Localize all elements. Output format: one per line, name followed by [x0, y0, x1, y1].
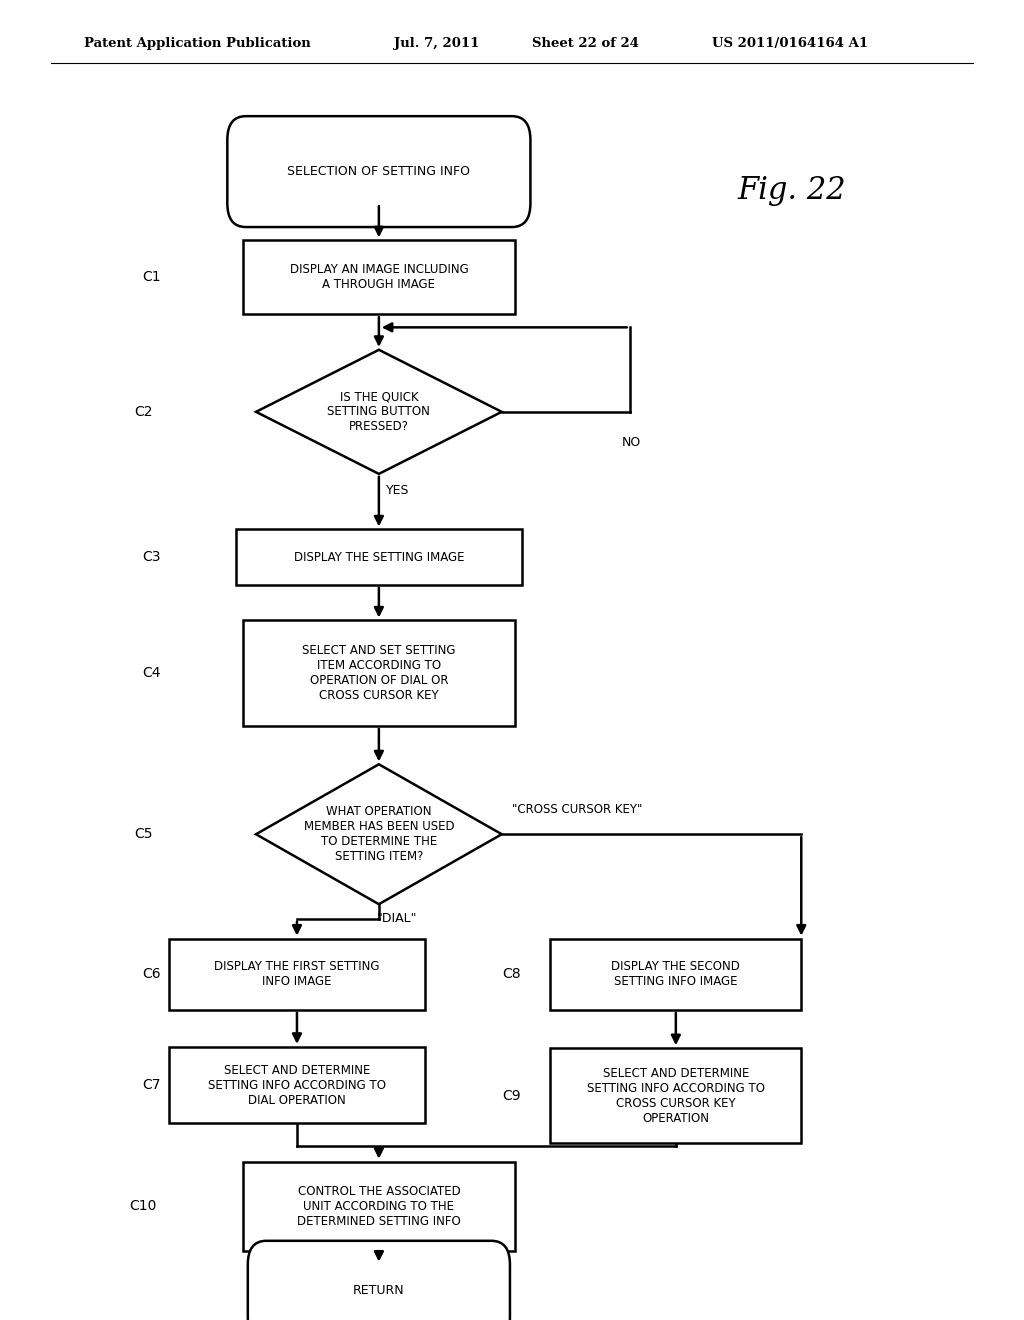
Text: C6: C6	[142, 968, 161, 981]
Text: Jul. 7, 2011: Jul. 7, 2011	[394, 37, 479, 50]
Text: Patent Application Publication: Patent Application Publication	[84, 37, 310, 50]
Text: Fig. 22: Fig. 22	[737, 174, 846, 206]
FancyBboxPatch shape	[244, 1162, 514, 1251]
FancyBboxPatch shape	[227, 116, 530, 227]
FancyBboxPatch shape	[551, 939, 802, 1010]
Text: DISPLAY THE SECOND
SETTING INFO IMAGE: DISPLAY THE SECOND SETTING INFO IMAGE	[611, 960, 740, 989]
FancyBboxPatch shape	[169, 939, 425, 1010]
Text: WHAT OPERATION
MEMBER HAS BEEN USED
TO DETERMINE THE
SETTING ITEM?: WHAT OPERATION MEMBER HAS BEEN USED TO D…	[303, 805, 455, 863]
Text: CONTROL THE ASSOCIATED
UNIT ACCORDING TO THE
DETERMINED SETTING INFO: CONTROL THE ASSOCIATED UNIT ACCORDING TO…	[297, 1185, 461, 1228]
Text: DISPLAY THE FIRST SETTING
INFO IMAGE: DISPLAY THE FIRST SETTING INFO IMAGE	[214, 960, 380, 989]
FancyBboxPatch shape	[244, 620, 514, 726]
Text: RETURN: RETURN	[353, 1284, 404, 1298]
Polygon shape	[256, 350, 502, 474]
FancyBboxPatch shape	[551, 1048, 802, 1143]
FancyBboxPatch shape	[169, 1047, 425, 1123]
Text: DISPLAY AN IMAGE INCLUDING
A THROUGH IMAGE: DISPLAY AN IMAGE INCLUDING A THROUGH IMA…	[290, 263, 468, 292]
Text: US 2011/0164164 A1: US 2011/0164164 A1	[712, 37, 867, 50]
Text: SELECT AND DETERMINE
SETTING INFO ACCORDING TO
CROSS CURSOR KEY
OPERATION: SELECT AND DETERMINE SETTING INFO ACCORD…	[587, 1067, 765, 1125]
FancyBboxPatch shape	[248, 1241, 510, 1320]
FancyBboxPatch shape	[236, 529, 522, 585]
Text: SELECTION OF SETTING INFO: SELECTION OF SETTING INFO	[288, 165, 470, 178]
Text: SELECT AND DETERMINE
SETTING INFO ACCORDING TO
DIAL OPERATION: SELECT AND DETERMINE SETTING INFO ACCORD…	[208, 1064, 386, 1106]
Text: DISPLAY THE SETTING IMAGE: DISPLAY THE SETTING IMAGE	[294, 550, 464, 564]
Text: C1: C1	[142, 271, 161, 284]
Text: Sheet 22 of 24: Sheet 22 of 24	[532, 37, 639, 50]
Text: C3: C3	[142, 550, 161, 564]
Polygon shape	[256, 764, 502, 904]
FancyBboxPatch shape	[244, 240, 514, 314]
Text: C2: C2	[134, 405, 153, 418]
Text: C4: C4	[142, 667, 161, 680]
Text: C10: C10	[130, 1200, 157, 1213]
Text: YES: YES	[386, 484, 409, 498]
Text: IS THE QUICK
SETTING BUTTON
PRESSED?: IS THE QUICK SETTING BUTTON PRESSED?	[328, 391, 430, 433]
Text: C9: C9	[503, 1089, 521, 1102]
Text: C7: C7	[142, 1078, 161, 1092]
Text: C8: C8	[503, 968, 521, 981]
Text: "DIAL": "DIAL"	[377, 912, 418, 925]
Text: SELECT AND SET SETTING
ITEM ACCORDING TO
OPERATION OF DIAL OR
CROSS CURSOR KEY: SELECT AND SET SETTING ITEM ACCORDING TO…	[302, 644, 456, 702]
Text: NO: NO	[622, 436, 641, 449]
Text: C5: C5	[134, 828, 153, 841]
Text: "CROSS CURSOR KEY": "CROSS CURSOR KEY"	[512, 803, 642, 816]
